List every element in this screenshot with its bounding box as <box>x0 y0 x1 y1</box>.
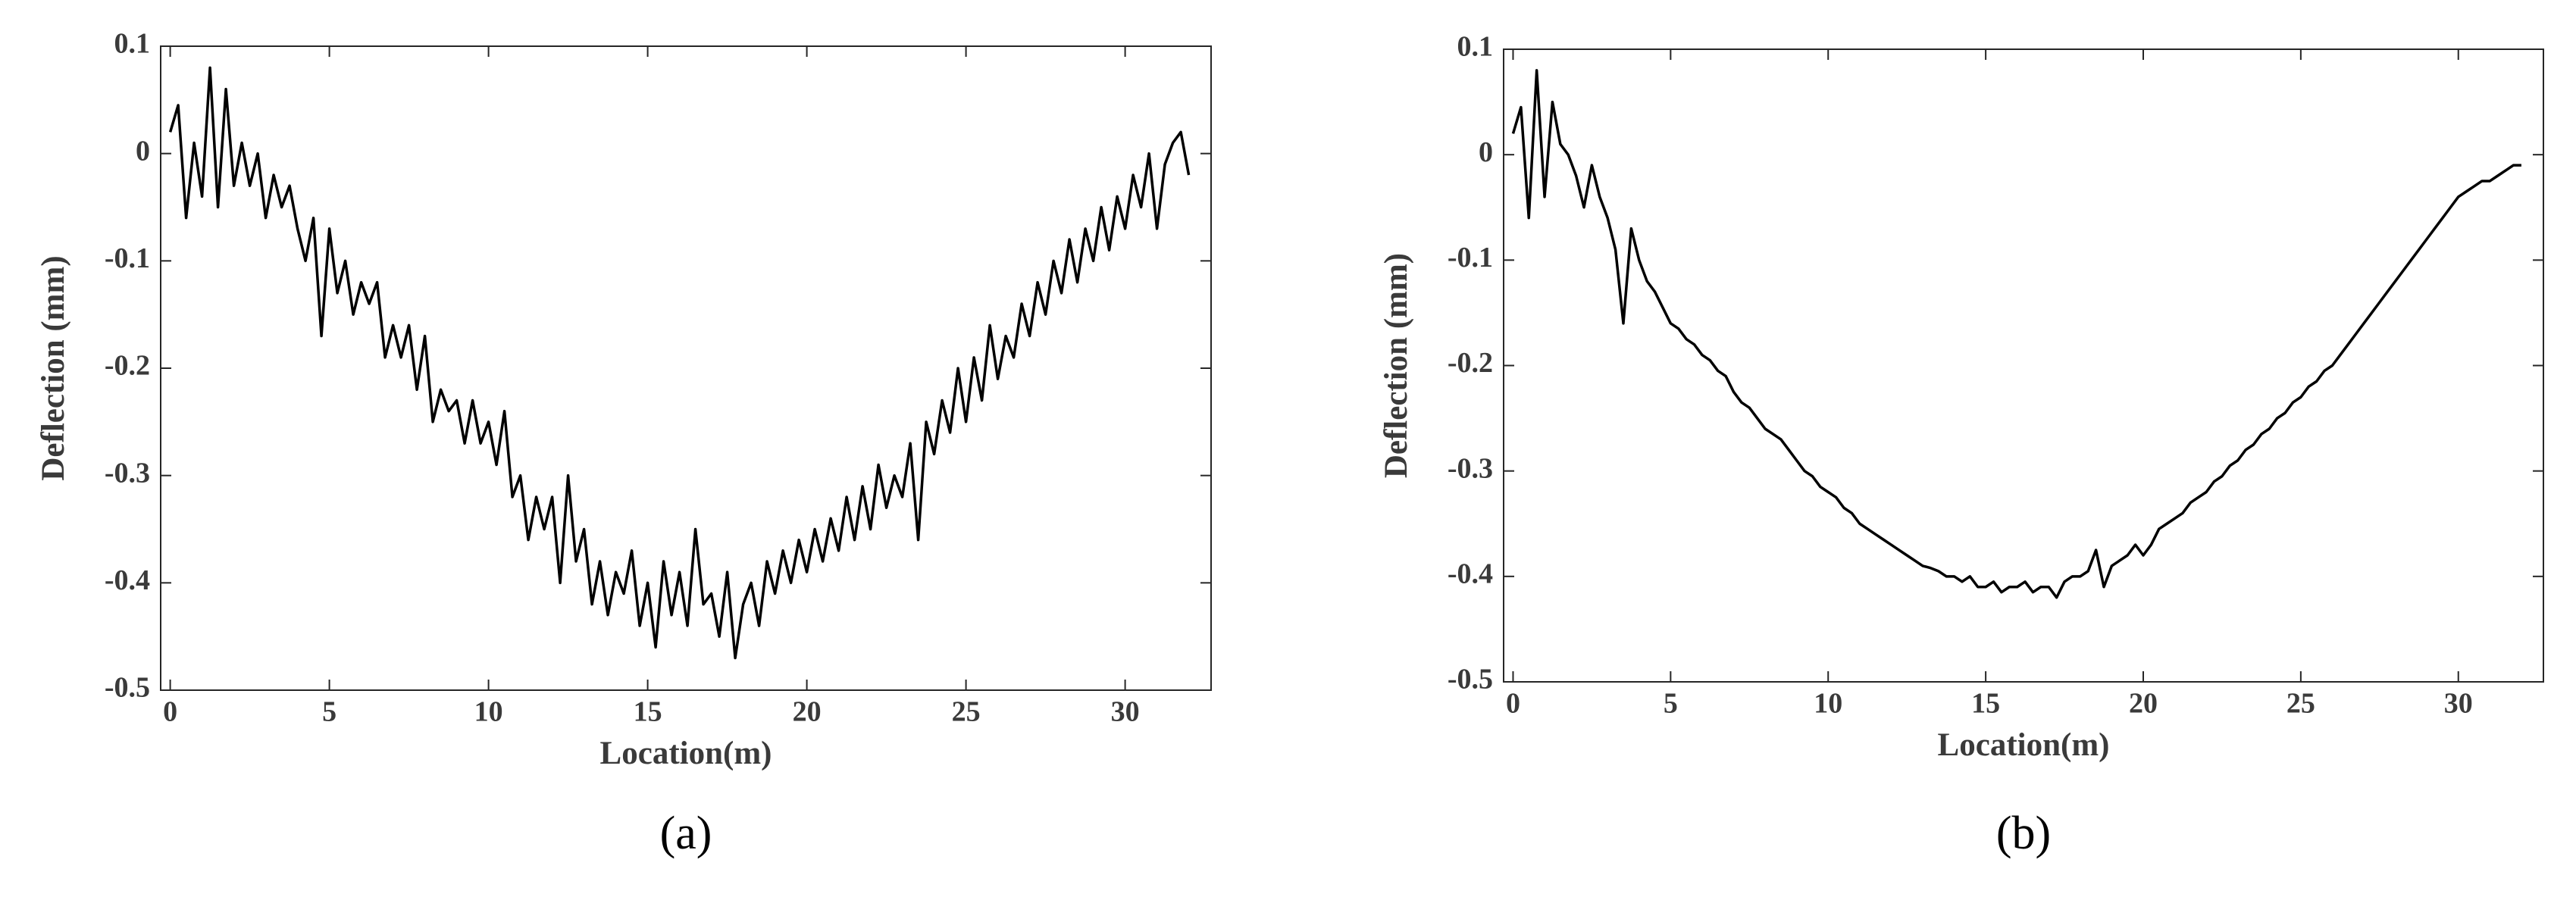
caption: (b) <box>1996 808 2051 859</box>
data-line <box>1511 69 2521 599</box>
y-tick-label: -0.3 <box>105 457 150 489</box>
x-tick-label: 25 <box>2286 688 2315 720</box>
y-tick-label: 0 <box>136 135 150 167</box>
y-tick-label: -0.4 <box>1448 558 1493 590</box>
x-tick-label: 10 <box>474 696 503 728</box>
y-tick-label: -0.5 <box>105 672 150 704</box>
x-tick-label: 0 <box>163 696 177 728</box>
x-tick-label: 20 <box>793 696 822 728</box>
x-tick-label: 0 <box>1506 688 1520 720</box>
x-tick-label: 25 <box>952 696 981 728</box>
x-tick-label: 15 <box>634 696 662 728</box>
x-tick-label: 20 <box>2129 688 2158 720</box>
x-axis-label: Location(m) <box>600 736 772 771</box>
y-axis-label: Deflection (mm) <box>1379 253 1414 478</box>
y-axis-label: Deflection (mm) <box>36 255 71 480</box>
x-tick-label: 5 <box>1664 688 1678 720</box>
data-line <box>168 66 1191 660</box>
y-tick-label: -0.1 <box>105 242 150 274</box>
y-tick-label: 0.1 <box>114 28 151 60</box>
y-tick-label: -0.1 <box>1448 242 1493 273</box>
y-tick-label: -0.3 <box>1448 452 1493 484</box>
y-tick-label: -0.5 <box>1448 664 1493 695</box>
x-tick-label: 5 <box>322 696 336 728</box>
plot-frame <box>160 45 1212 691</box>
y-tick-label: -0.4 <box>105 564 150 596</box>
plot-frame <box>1503 48 2544 683</box>
y-tick-label: -0.2 <box>105 350 150 382</box>
y-tick-label: 0 <box>1479 136 1493 168</box>
x-tick-label: 30 <box>1111 696 1140 728</box>
y-tick-label: -0.2 <box>1448 347 1493 379</box>
x-tick-label: 30 <box>2444 688 2473 720</box>
y-tick-label: 0.1 <box>1457 31 1494 63</box>
x-axis-label: Location(m) <box>1938 727 2110 763</box>
x-tick-label: 15 <box>1971 688 2000 720</box>
caption: (a) <box>660 808 712 859</box>
x-tick-label: 10 <box>1814 688 1842 720</box>
